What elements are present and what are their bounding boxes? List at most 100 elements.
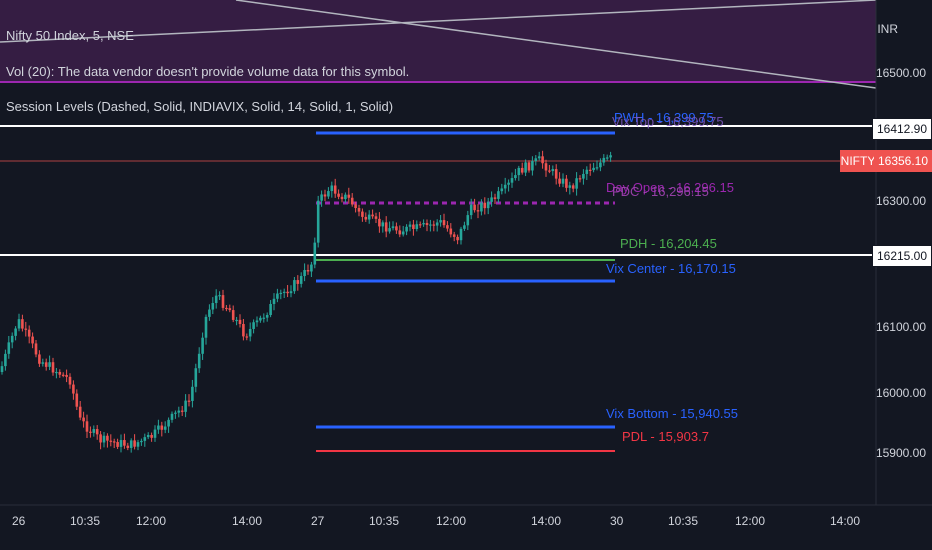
time-label-1200-c: 12:00 xyxy=(735,514,766,528)
candle-body xyxy=(371,214,374,217)
candle-body xyxy=(218,295,221,297)
candle-body xyxy=(0,366,4,372)
candle-body xyxy=(310,264,313,272)
symbol-tag: NIFTY xyxy=(840,150,876,172)
candle-body xyxy=(561,178,565,184)
candle-body xyxy=(466,215,470,226)
candle-body xyxy=(408,224,412,227)
day-open-label: Day Open - 16,296.15 xyxy=(606,180,734,195)
candle-body xyxy=(265,315,269,318)
candle-body xyxy=(119,440,123,447)
candle-body xyxy=(398,230,402,235)
candle-body xyxy=(116,442,119,447)
candle-body xyxy=(432,224,436,226)
candle-body xyxy=(21,319,24,329)
candle-body xyxy=(337,193,340,197)
candle-body xyxy=(435,222,439,226)
candle-body xyxy=(157,425,160,430)
candle-body xyxy=(75,393,79,407)
price-box-upper: 16412.90 xyxy=(872,118,932,140)
candle-body xyxy=(150,434,153,438)
volume-indicator-label[interactable]: Vol (20): The data vendor doesn't provid… xyxy=(6,64,410,79)
candle-body xyxy=(524,162,527,173)
candle-body xyxy=(367,214,371,220)
candle-body xyxy=(146,434,150,438)
candle-body xyxy=(167,419,170,427)
candle-body xyxy=(272,298,276,304)
candle-body xyxy=(422,223,425,225)
candle-body xyxy=(374,216,378,219)
time-label-1400-c: 14:00 xyxy=(830,514,861,528)
candle-body xyxy=(153,429,157,438)
candle-body xyxy=(544,163,548,171)
session-levels-indicator-label[interactable]: Session Levels (Dashed, Solid, INDIAVIX,… xyxy=(6,99,394,114)
candle-body xyxy=(259,317,262,321)
candle-body xyxy=(55,371,58,374)
candle-body xyxy=(364,216,368,220)
time-label-1200-a: 12:00 xyxy=(136,514,167,528)
candle-body xyxy=(500,188,504,192)
candle-body xyxy=(99,434,102,443)
candle-body xyxy=(517,167,521,176)
candle-body xyxy=(208,309,211,317)
candle-body xyxy=(170,413,174,420)
candle-body xyxy=(568,185,572,188)
candle-body xyxy=(333,185,337,194)
candle-body xyxy=(31,336,34,344)
candle-body xyxy=(449,228,453,235)
candle-body xyxy=(429,224,432,226)
price-tick-15900: 15900.00 xyxy=(875,446,926,460)
pwh-label: PWH - 16,399.75 xyxy=(614,110,714,125)
candle-body xyxy=(605,157,609,159)
candle-body xyxy=(609,155,612,158)
candle-body xyxy=(102,435,106,443)
candle-body xyxy=(201,337,204,354)
candle-body xyxy=(10,335,14,343)
price-tick-16000: 16000.00 xyxy=(875,386,926,400)
candle-body xyxy=(231,310,235,320)
candle-body xyxy=(554,169,558,179)
time-label-1400-a: 14:00 xyxy=(232,514,263,528)
candle-body xyxy=(483,202,487,209)
candle-body xyxy=(299,276,303,284)
candle-body xyxy=(537,156,541,159)
candle-body xyxy=(378,218,381,227)
candle-body xyxy=(248,328,252,337)
candle-body xyxy=(245,336,249,338)
candle-body xyxy=(41,362,45,364)
candle-body xyxy=(340,196,344,200)
pdl-label: PDL - 15,903.7 xyxy=(622,429,709,444)
candle-body xyxy=(415,224,419,229)
symbol-title[interactable]: Nifty 50 Index, 5, NSE xyxy=(6,28,134,43)
candle-body xyxy=(252,322,255,329)
candle-body xyxy=(418,224,422,226)
candle-body xyxy=(401,231,405,235)
candle-body xyxy=(313,242,317,265)
candle-body xyxy=(514,175,517,179)
candle-body xyxy=(412,224,415,229)
candle-body xyxy=(191,386,194,401)
candle-body xyxy=(558,178,561,184)
candle-body xyxy=(89,431,92,433)
candle-body xyxy=(58,371,62,375)
candle-body xyxy=(72,384,75,394)
last-price-box: 16356.10 xyxy=(874,150,932,172)
candle-body xyxy=(306,270,310,272)
candle-body xyxy=(123,440,126,446)
time-label-27: 27 xyxy=(311,514,325,528)
candle-body xyxy=(17,319,21,329)
time-label-1035-a: 10:35 xyxy=(70,514,101,528)
candle-body xyxy=(296,280,300,284)
candle-body xyxy=(174,412,177,414)
candle-body xyxy=(78,406,82,418)
time-label-1200-b: 12:00 xyxy=(436,514,467,528)
candle-body xyxy=(344,194,347,200)
candle-body xyxy=(303,270,306,277)
candle-body xyxy=(582,173,585,179)
candle-body xyxy=(592,167,595,171)
candle-body xyxy=(68,376,72,385)
candle-body xyxy=(184,400,187,412)
price-tick-16500: 16500.00 xyxy=(875,66,926,80)
candle-body xyxy=(405,226,408,232)
